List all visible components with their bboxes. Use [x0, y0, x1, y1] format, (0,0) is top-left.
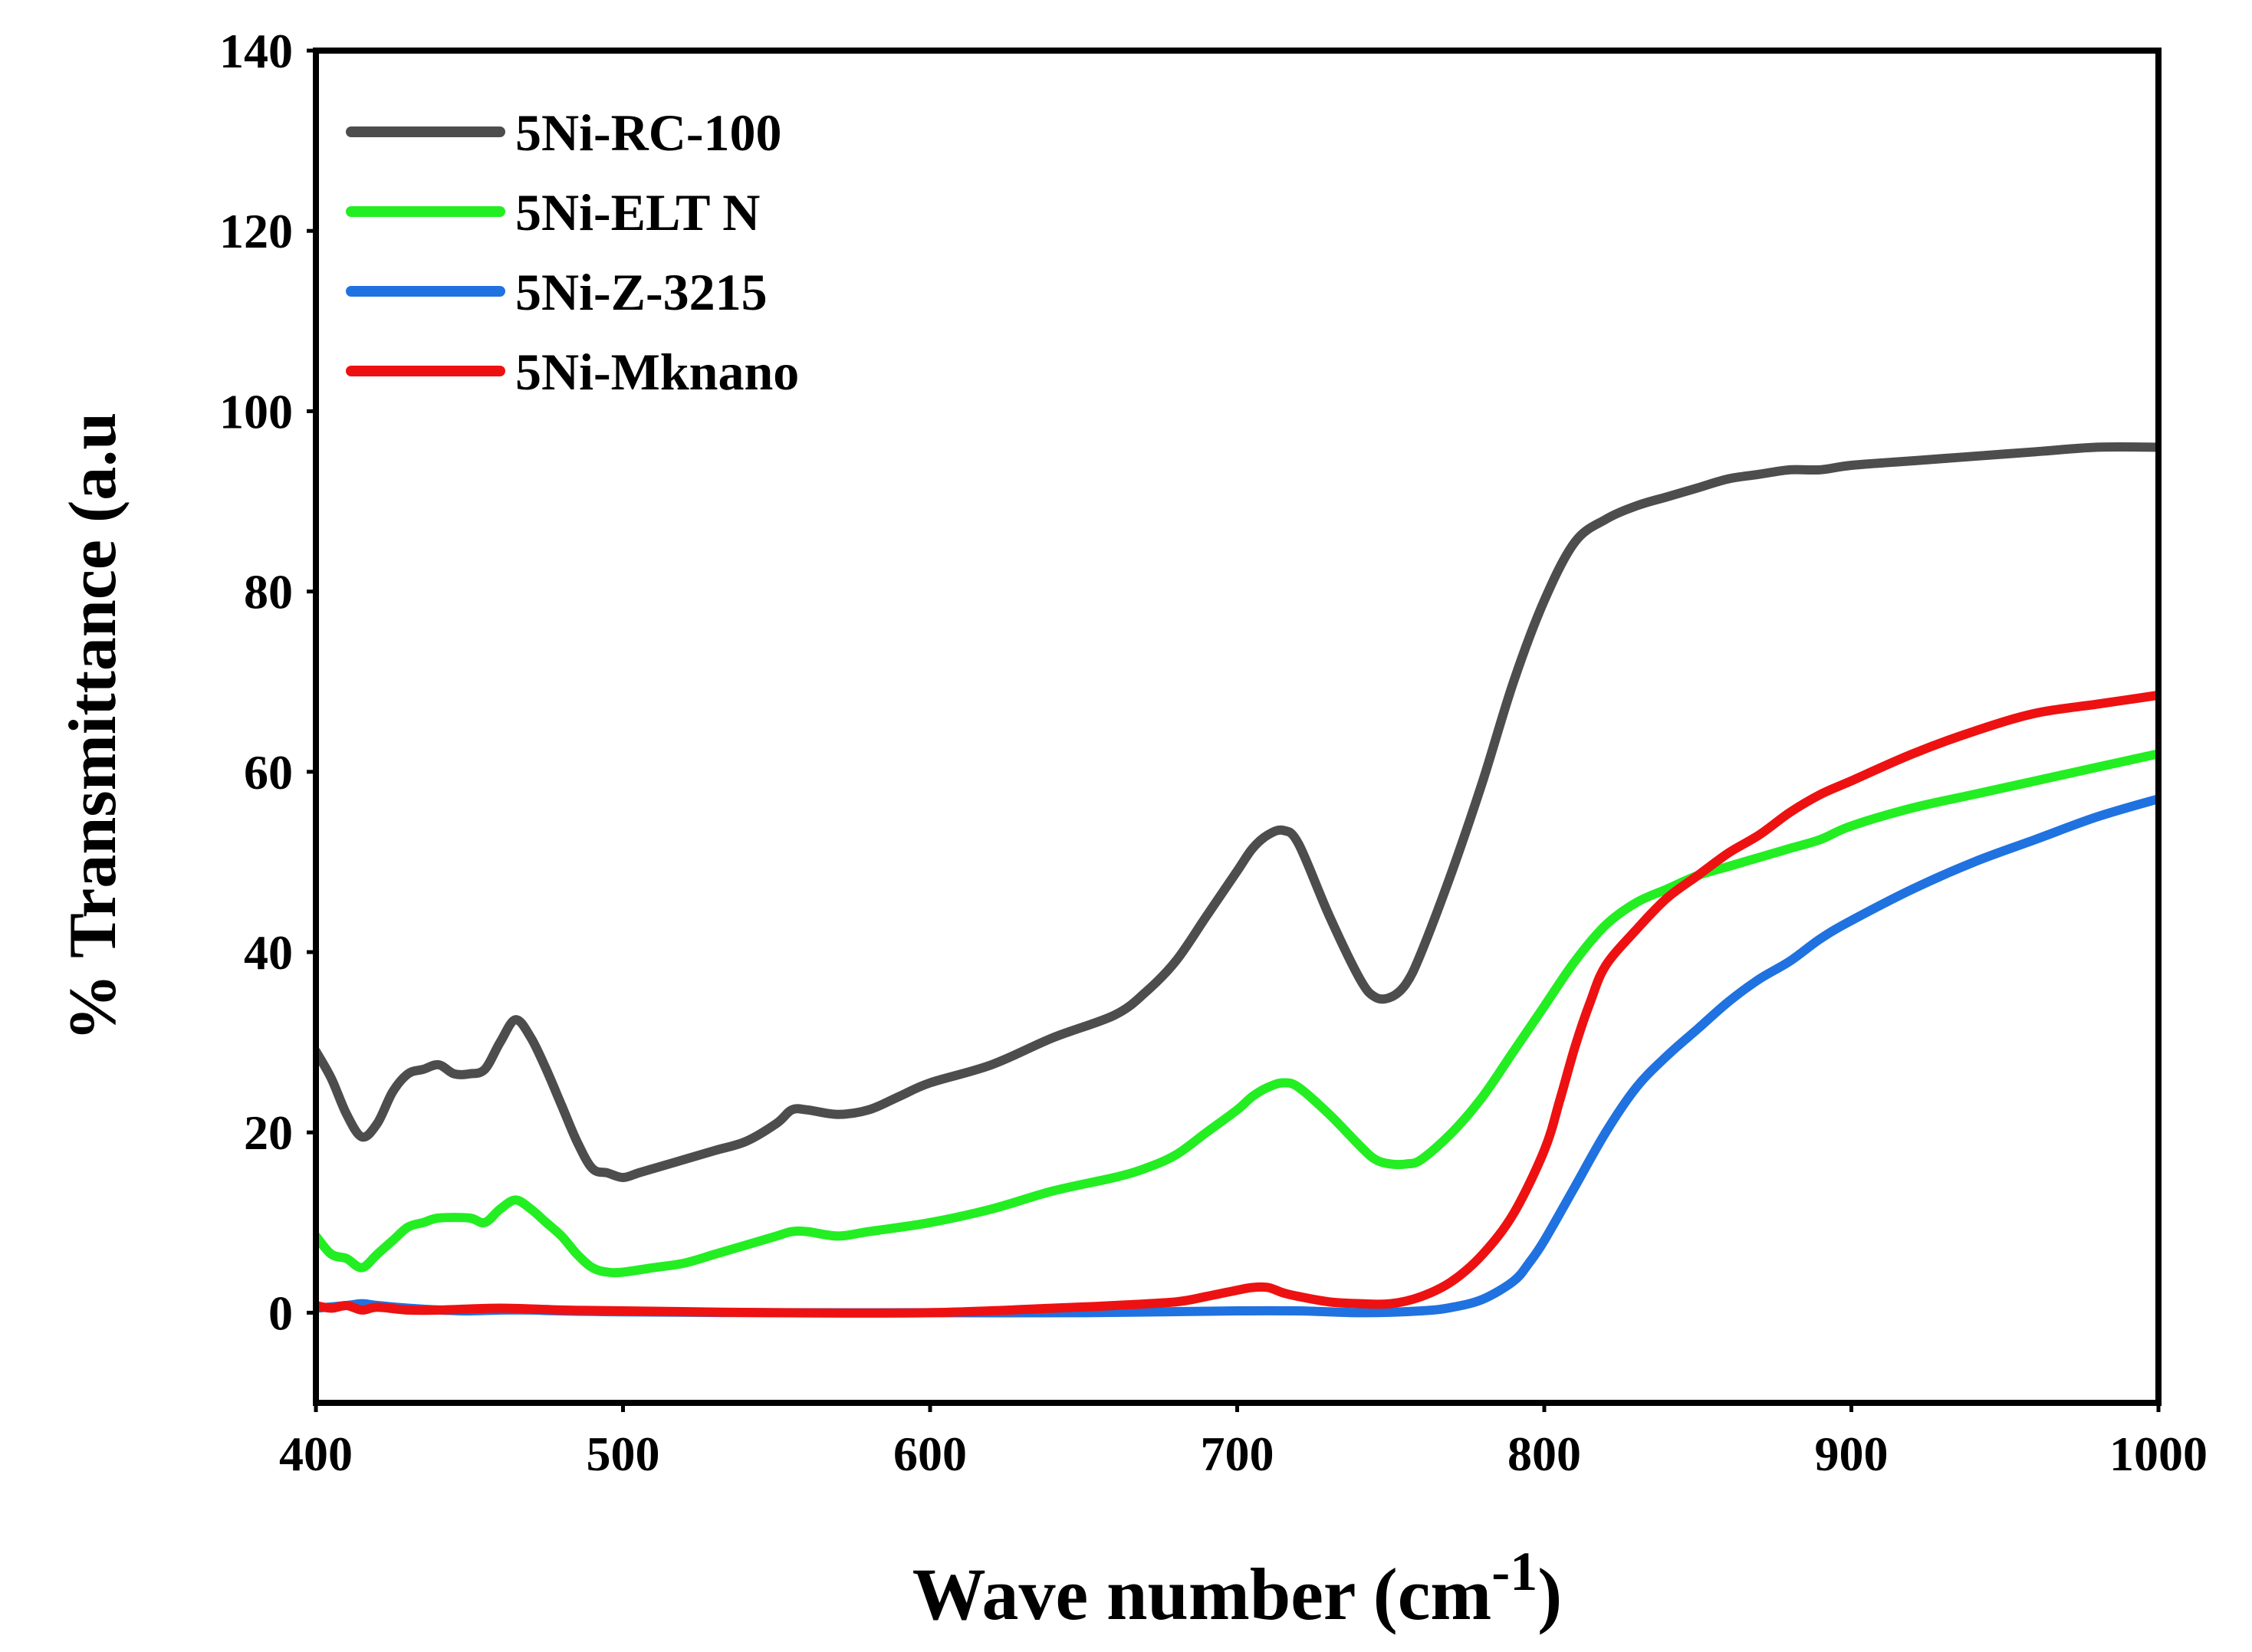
x-tick-label: 600	[893, 1427, 967, 1481]
legend: 5Ni-RC-100 5Ni-ELT N 5Ni-Z-3215 5Ni-Mknano	[346, 103, 799, 401]
y-tick-label: 120	[219, 204, 293, 258]
y-tick-label: 0	[268, 1286, 293, 1340]
legend-item: 5Ni-Z-3215	[346, 263, 768, 321]
y-tick-label: 80	[244, 565, 293, 619]
y-tick-label: 100	[219, 384, 293, 438]
x-tick-label: 900	[1815, 1427, 1889, 1481]
legend-label: 5Ni-Z-3215	[515, 263, 768, 321]
series-line-5ni-elt-n	[316, 749, 2158, 1278]
x-axis-title-superscript: -1	[1491, 1541, 1537, 1602]
x-tick-label: 1000	[2109, 1427, 2208, 1481]
x-tick-label: 500	[587, 1427, 660, 1481]
series-layer	[316, 442, 2158, 1318]
legend-label: 5Ni-Mknano	[515, 343, 799, 401]
y-tick-label: 40	[244, 925, 293, 980]
y-tick-label: 140	[219, 24, 293, 78]
x-axis-title-close: )	[1537, 1553, 1562, 1635]
x-tick-label: 400	[279, 1427, 353, 1481]
x-tick-label: 800	[1507, 1427, 1581, 1481]
series-line-5ni-mknano	[316, 690, 2158, 1318]
y-axis-title: % Transmittance (a.u	[56, 412, 130, 1042]
y-tick-label: 60	[244, 745, 293, 800]
legend-label: 5Ni-ELT N	[515, 183, 760, 241]
legend-label: 5Ni-RC-100	[515, 103, 782, 162]
x-axis-title-main: Wave number (cm	[912, 1553, 1491, 1635]
tick-layer: 400 500 600 700 800 900 1000 0 20 40 60 80 100 120 140	[219, 24, 2208, 1481]
y-tick-label: 20	[244, 1105, 293, 1160]
series-line-5ni-rc-100	[316, 442, 2158, 1182]
legend-item: 5Ni-ELT N	[346, 183, 760, 241]
x-tick-label: 700	[1201, 1427, 1274, 1481]
plot-frame	[313, 48, 2162, 1406]
x-axis-title: Wave number (cm-1)	[912, 1541, 1562, 1635]
legend-item: 5Ni-Mknano	[346, 343, 799, 401]
legend-item: 5Ni-RC-100	[346, 103, 782, 162]
